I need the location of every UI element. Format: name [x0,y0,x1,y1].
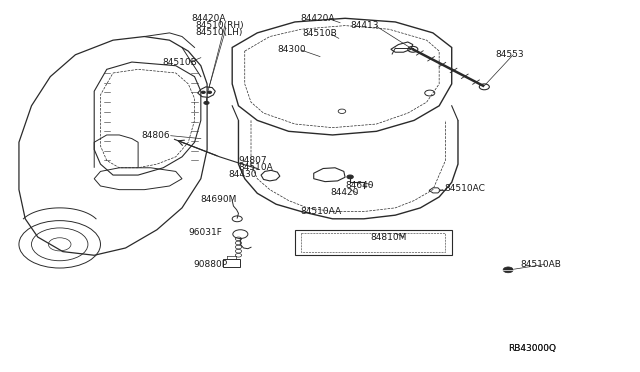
Text: 84510AA: 84510AA [300,207,341,216]
Text: 84510AC: 84510AC [444,185,485,193]
Text: 84510AB: 84510AB [521,260,561,269]
Text: 84810M: 84810M [370,233,406,242]
Circle shape [202,91,205,93]
Text: 84430: 84430 [228,170,257,179]
Text: RB43000Q: RB43000Q [508,344,556,353]
Text: 84420A: 84420A [191,14,226,23]
Text: 90880P: 90880P [193,260,227,269]
Text: 84510B: 84510B [162,58,196,67]
Text: 84510(LH): 84510(LH) [196,28,243,37]
Text: 84420: 84420 [330,188,358,197]
Text: 96031F: 96031F [188,228,222,237]
Text: 84300: 84300 [277,45,306,54]
Text: 84690M: 84690M [201,195,237,204]
Text: 84413: 84413 [350,21,379,30]
Text: 84553: 84553 [495,49,524,58]
Text: 84420A: 84420A [300,14,335,23]
Circle shape [208,91,211,93]
Circle shape [347,175,353,179]
Text: 94807: 94807 [239,156,267,165]
Text: RB43000Q: RB43000Q [508,344,556,353]
Circle shape [503,267,513,273]
Text: 84640: 84640 [345,181,374,190]
Circle shape [204,102,209,104]
Text: 84510(RH): 84510(RH) [196,21,244,30]
Text: 84510A: 84510A [239,163,273,172]
Text: 84510B: 84510B [303,29,337,38]
Text: 84806: 84806 [141,131,170,140]
